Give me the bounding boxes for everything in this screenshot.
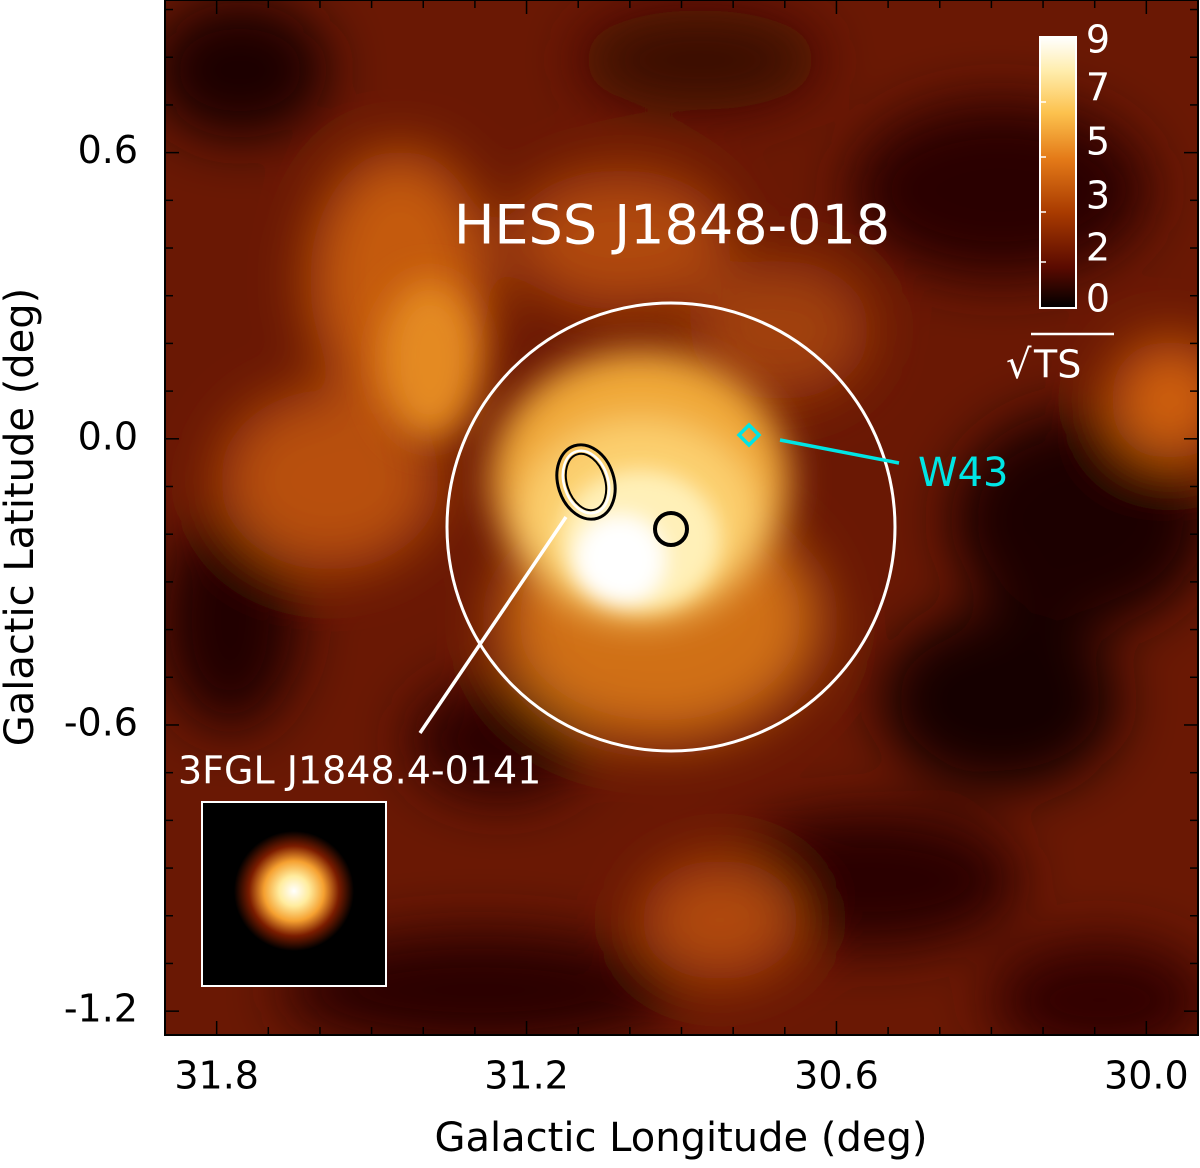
psf-inset [201,801,387,987]
fermi-label: 3FGL J1848.4-0141 [178,749,541,793]
y-tick-label: 0.6 [78,128,138,172]
w43-label: W43 [918,450,1008,496]
source-region-circle [445,301,897,753]
colorbar-label: √ TS [1006,332,1114,388]
y-tick-label: -1.2 [64,987,138,1031]
y-tick-label: -0.6 [64,700,138,744]
x-tick-label: 31.8 [174,1054,259,1098]
colorbar: 9 7 5 3 2 0 √ TS [1006,18,1114,388]
colorbar-tick-label-3: 3 [1086,174,1110,218]
w43-marker [736,422,762,448]
x-tick-label: 30.0 [1104,1054,1189,1098]
x-tick-label: 31.2 [484,1054,569,1098]
colorbar-tick-label-9: 9 [1086,18,1110,62]
fermi-pointer-line [418,516,568,734]
x-tick-label: 30.6 [794,1054,879,1098]
colorbar-label-radical: √ [1006,342,1032,388]
colorbar-tick-label-0: 0 [1086,277,1110,321]
y-axis-label: Galactic Latitude (deg) [0,288,43,747]
colorbar-label-text: TS [1033,343,1081,387]
w43-pointer-line [779,438,900,465]
colorbar-tick-label-7: 7 [1086,66,1110,110]
heatmap-image [165,0,1198,1035]
best-fit-position-marker [653,511,689,547]
source-label: HESS J1848-018 [454,194,890,257]
y-axis: 0.6 0.0 -0.6 -1.2 [64,8,1198,1031]
x-axis: 31.8 31.2 30.6 30.0 [174,0,1189,1098]
colorbar-tick-label-2: 2 [1086,226,1110,270]
y-tick-label: 0.0 [78,414,138,458]
x-axis-label: Galactic Longitude (deg) [435,1115,928,1161]
fermi-error-ellipse [555,443,617,521]
colorbar-tick-label-5: 5 [1086,120,1110,164]
